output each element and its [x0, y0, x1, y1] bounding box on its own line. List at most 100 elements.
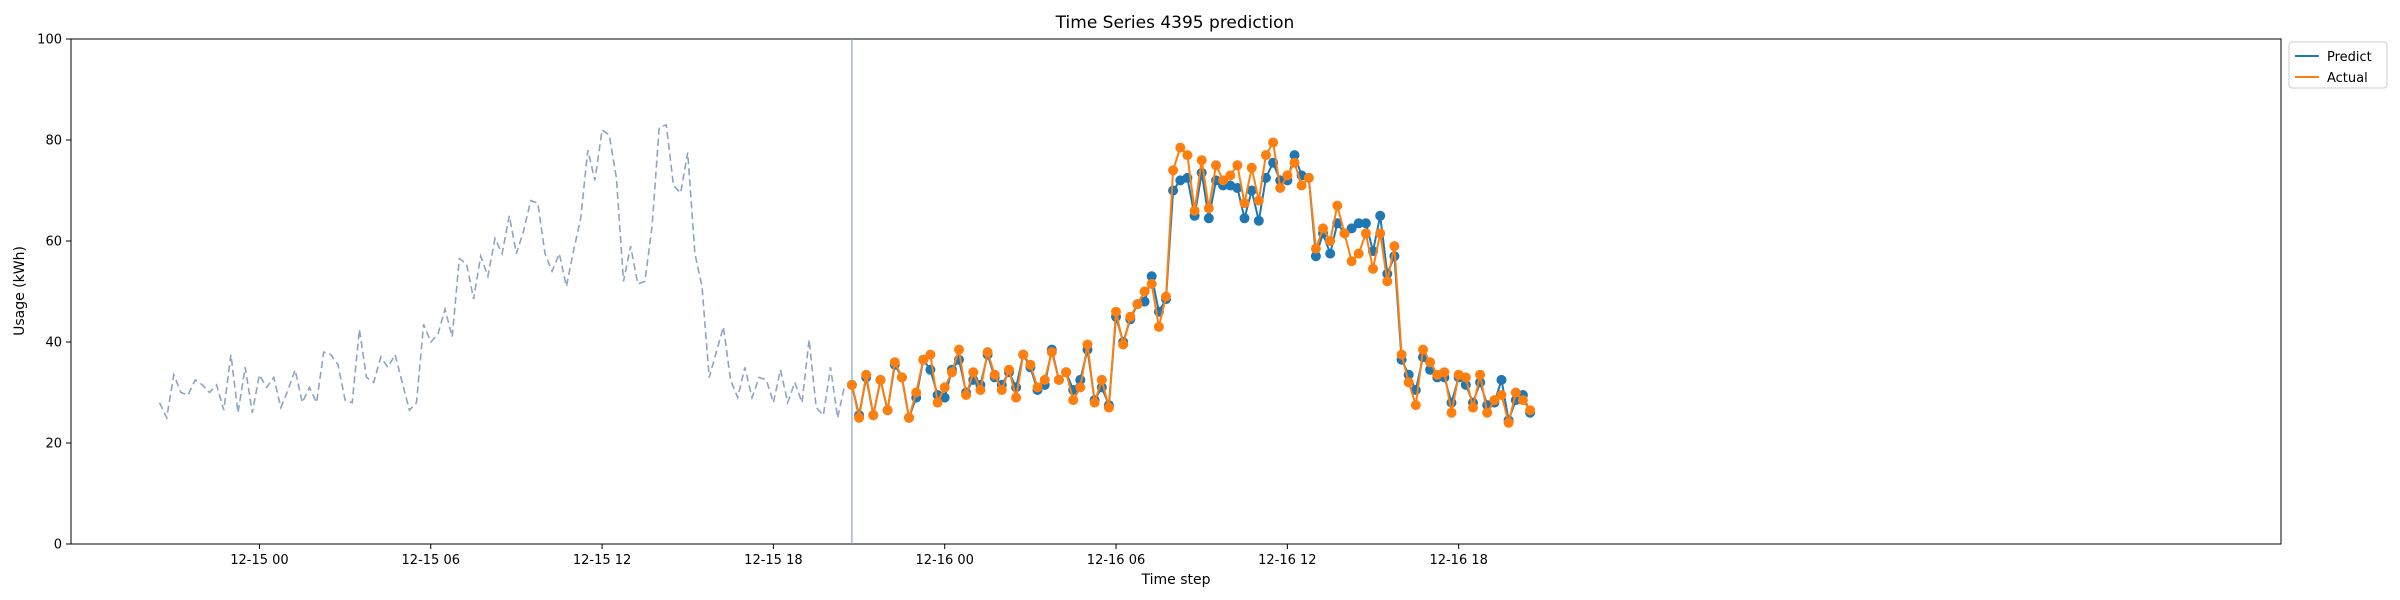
- predict-point: [1289, 150, 1300, 161]
- actual-point: [939, 382, 950, 393]
- predict-point: [1196, 167, 1207, 178]
- y-tick-label: 100: [37, 33, 62, 48]
- actual-point: [1182, 150, 1193, 161]
- actual-point: [1525, 405, 1536, 416]
- predict-line: [850, 151, 1532, 425]
- actual-point: [911, 387, 922, 398]
- actual-point: [1175, 142, 1186, 153]
- actual-point: [1425, 357, 1436, 368]
- predict-point: [1239, 213, 1250, 224]
- actual-point: [1068, 395, 1079, 406]
- actual-point: [1025, 359, 1036, 370]
- predict-point: [1346, 223, 1357, 234]
- y-axis: 0 20 40 60 80 100: [37, 33, 71, 553]
- y-tick-label: 40: [45, 336, 62, 351]
- series-layer: [846, 137, 1536, 428]
- predict-point: [1246, 185, 1257, 196]
- actual-point: [1032, 382, 1043, 393]
- actual-point: [1332, 200, 1343, 211]
- actual-point: [982, 347, 993, 358]
- predict-point: [1253, 215, 1264, 226]
- actual-point: [918, 354, 929, 365]
- legend-label-predict: Predict: [2327, 50, 2372, 65]
- actual-point: [1225, 170, 1236, 181]
- actual-point: [1082, 339, 1093, 350]
- actual-point: [1039, 374, 1050, 385]
- actual-point: [1303, 172, 1314, 183]
- actual-point: [896, 372, 907, 383]
- actual-point: [1189, 205, 1200, 216]
- actual-point: [1196, 155, 1207, 166]
- actual-point: [1239, 198, 1250, 209]
- actual-point: [1096, 374, 1107, 385]
- actual-point: [1289, 157, 1300, 168]
- legend-label-actual: Actual: [2327, 71, 2368, 86]
- actual-point: [1218, 175, 1229, 186]
- actual-point: [846, 379, 857, 390]
- actual-point: [889, 357, 900, 368]
- y-tick-label: 20: [45, 437, 62, 452]
- actual-point: [1296, 180, 1307, 191]
- actual-point: [1046, 347, 1057, 358]
- actual-point: [1403, 377, 1414, 388]
- actual-point: [1111, 306, 1121, 317]
- actual-point: [1318, 223, 1328, 234]
- chart-title: Time Series 4395 prediction: [1055, 13, 1295, 33]
- x-tick-label: 12-16 18: [1429, 553, 1487, 568]
- actual-point: [1004, 364, 1014, 375]
- actual-point: [1503, 417, 1514, 428]
- predict-point: [1325, 248, 1336, 259]
- actual-point: [1482, 407, 1493, 418]
- history-line: [158, 123, 846, 421]
- actual-point: [1061, 367, 1072, 378]
- y-axis-label: Usage (kWh): [12, 246, 28, 336]
- actual-point: [1460, 372, 1471, 383]
- actual-point: [1118, 339, 1129, 350]
- actual-point: [904, 412, 914, 423]
- actual-point: [1310, 243, 1321, 254]
- actual-point: [882, 405, 893, 416]
- x-axis-label: Time step: [1141, 572, 1211, 588]
- y-tick-label: 0: [54, 538, 62, 553]
- predict-point: [1310, 251, 1321, 262]
- actual-point: [1360, 228, 1371, 239]
- legend: Predict Actual: [2288, 41, 2388, 89]
- actual-point: [1368, 263, 1378, 274]
- plot-area: [70, 38, 2282, 545]
- predict-series: [846, 150, 1536, 426]
- y-tick-label: 60: [45, 235, 62, 250]
- actual-point: [1211, 160, 1221, 171]
- actual-point: [1139, 286, 1150, 297]
- actual-point: [1410, 400, 1421, 411]
- actual-series: [846, 137, 1536, 428]
- actual-point: [1517, 395, 1528, 406]
- actual-point: [975, 385, 986, 395]
- x-tick-label: 12-15 18: [744, 553, 802, 568]
- actual-point: [1253, 195, 1264, 206]
- actual-point: [1510, 387, 1521, 398]
- actual-point: [1396, 349, 1407, 360]
- actual-point: [1268, 137, 1279, 148]
- actual-point: [1389, 241, 1400, 252]
- actual-point: [875, 374, 886, 385]
- actual-point: [1325, 236, 1336, 246]
- actual-point: [968, 367, 979, 378]
- actual-point: [861, 369, 872, 380]
- actual-point: [1346, 256, 1357, 267]
- predict-point: [1496, 374, 1507, 385]
- predict-point: [1360, 218, 1371, 229]
- actual-point: [1446, 407, 1457, 418]
- predict-point: [1203, 213, 1214, 224]
- predict-point: [1375, 210, 1386, 221]
- actual-point: [932, 397, 943, 408]
- actual-point: [1232, 160, 1243, 171]
- predict-point: [1146, 271, 1157, 282]
- actual-point: [1168, 165, 1179, 176]
- actual-point: [1260, 150, 1271, 161]
- actual-point: [1146, 278, 1157, 289]
- actual-point: [1132, 299, 1143, 310]
- actual-point: [1375, 228, 1386, 239]
- actual-point: [925, 349, 936, 360]
- actual-point: [854, 412, 865, 423]
